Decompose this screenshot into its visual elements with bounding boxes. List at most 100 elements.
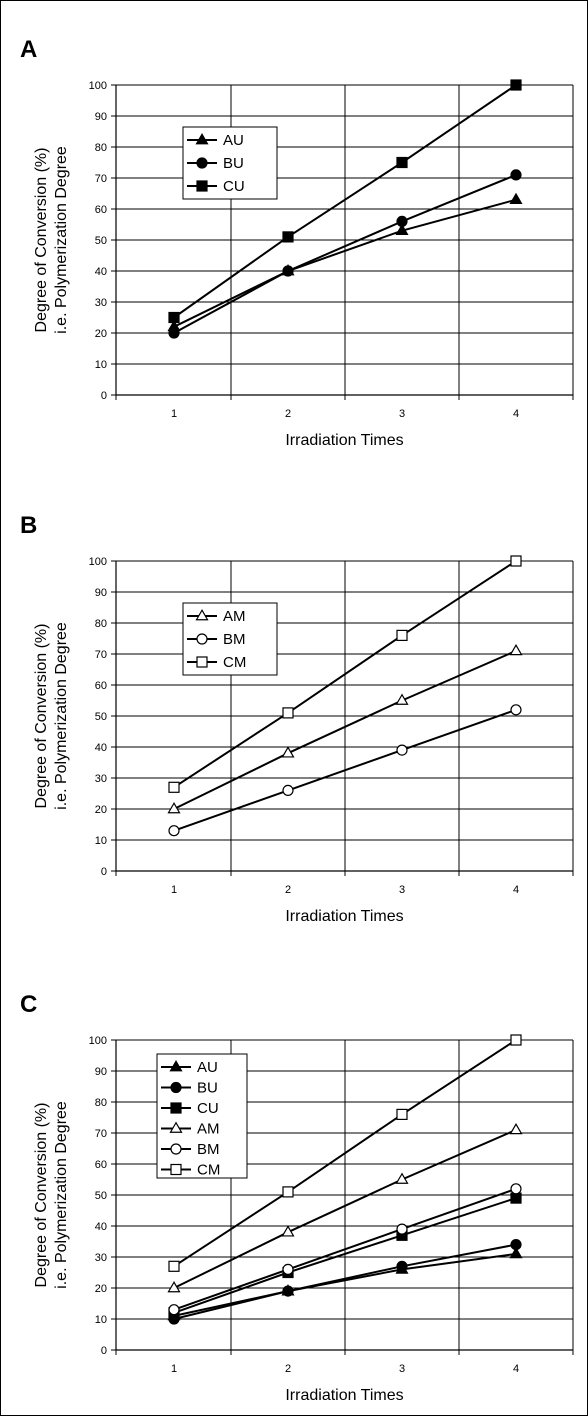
- x-tick-label: 3: [399, 1363, 405, 1375]
- series-line: [173, 708, 517, 832]
- x-tick-label: 1: [171, 1363, 177, 1375]
- series-cu: [168, 79, 522, 324]
- legend-item: CU: [161, 1100, 219, 1117]
- data-point: [282, 1285, 294, 1297]
- x-tick-label: 4: [513, 884, 519, 896]
- data-point: [282, 265, 294, 277]
- legend-item: BU: [161, 1080, 218, 1097]
- y-tick-label: 60: [95, 1159, 107, 1171]
- data-point: [281, 1225, 295, 1237]
- series-cm: [168, 555, 522, 793]
- x-tick-label: 4: [513, 408, 519, 420]
- series-line: [173, 198, 517, 328]
- y-tick-label: 90: [95, 1066, 107, 1078]
- legend-marker: [169, 1121, 183, 1133]
- legend-item: BU: [187, 155, 244, 172]
- legend-marker: [196, 656, 208, 668]
- series-line: [173, 560, 517, 789]
- legend-item: CU: [187, 178, 245, 195]
- x-axis-title: Irradiation Times: [285, 1387, 403, 1404]
- data-point: [510, 1238, 522, 1251]
- legend-item: BM: [161, 1141, 220, 1158]
- data-point: [282, 1186, 294, 1198]
- y-tick-label: 10: [95, 1314, 107, 1326]
- x-tick-label: 2: [285, 884, 291, 896]
- chart-panel-a: A 0 10 20 30 40 50 60 70 80 90 100 1 2 3 4 Irradiation T…: [20, 36, 574, 449]
- y-axis-title-line1: Degree of Conversion (%): [33, 624, 50, 809]
- legend-label: BM: [223, 631, 246, 648]
- data-point: [282, 707, 294, 719]
- data-point: [168, 311, 180, 324]
- legend-marker: [170, 1081, 182, 1094]
- data-point: [396, 215, 408, 227]
- legend-item: BM: [187, 631, 246, 648]
- legend-marker: [195, 133, 209, 145]
- chart-panel-c: C 0 10 20 30 40 50 60 70 80 90 100 1 2 3 4 Irradiation T…: [20, 991, 574, 1404]
- y-tick-label: 30: [95, 1252, 107, 1264]
- series-am: [167, 1122, 523, 1293]
- y-axis-title-line1: Degree of Conversion (%): [33, 148, 50, 333]
- series-line: [173, 1039, 517, 1268]
- data-point: [510, 1034, 522, 1046]
- series-bu: [168, 169, 522, 339]
- data-point: [509, 643, 523, 656]
- legend-label: AM: [197, 1121, 220, 1138]
- data-point: [168, 1260, 180, 1272]
- legend: AU BU CU: [182, 126, 278, 200]
- data-point: [509, 192, 523, 205]
- y-axis-title-line2: i.e. Polymerization Degree: [53, 146, 70, 334]
- legend-label: CM: [223, 654, 246, 671]
- legend-marker: [170, 1143, 182, 1155]
- y-tick-label: 30: [95, 773, 107, 785]
- series-am: [167, 643, 523, 814]
- data-point: [282, 1263, 294, 1276]
- y-tick-label: 80: [95, 1097, 107, 1109]
- panel-label: A: [20, 36, 37, 63]
- y-tick-label: 70: [95, 1128, 107, 1140]
- legend-label: AU: [223, 132, 244, 149]
- data-point: [510, 169, 522, 181]
- legend-label: BU: [197, 1080, 218, 1097]
- panel-label: C: [20, 991, 37, 1018]
- data-point: [168, 1304, 180, 1316]
- y-tick-label: 20: [95, 804, 107, 816]
- data-point: [168, 781, 180, 793]
- series-line: [173, 1243, 517, 1320]
- y-tick-label: 20: [95, 1283, 107, 1295]
- chart-panel-b: B 0 10 20 30 40 50 60 70 80 90 100 1 2 3 4 Irradiation T…: [20, 512, 574, 925]
- data-point: [281, 746, 295, 758]
- legend-item: AM: [161, 1121, 220, 1138]
- legend-label: AU: [197, 1059, 218, 1076]
- y-tick-label: 50: [95, 711, 107, 723]
- y-tick-label: 100: [89, 556, 107, 568]
- x-tick-label: 3: [399, 408, 405, 420]
- y-tick-label: 80: [95, 142, 107, 154]
- y-tick-label: 80: [95, 618, 107, 630]
- data-point: [396, 1108, 408, 1121]
- series-line: [173, 1187, 517, 1311]
- x-tick-label: 1: [171, 884, 177, 896]
- x-tick-label: 2: [285, 408, 291, 420]
- y-tick-label: 30: [95, 297, 107, 309]
- y-tick-label: 20: [95, 328, 107, 340]
- data-point: [395, 223, 409, 236]
- y-tick-label: 0: [101, 866, 107, 878]
- series-bm: [168, 704, 522, 837]
- data-point: [282, 784, 294, 797]
- data-point: [396, 1260, 408, 1272]
- legend-label: CM: [197, 1162, 220, 1179]
- y-tick-label: 0: [101, 390, 107, 402]
- legend-item: CM: [161, 1162, 220, 1179]
- data-point: [510, 1192, 522, 1204]
- legend-label: AM: [223, 608, 246, 625]
- y-axis-title-line2: i.e. Polymerization Degree: [53, 1101, 70, 1289]
- y-tick-label: 60: [95, 680, 107, 692]
- y-tick-label: 90: [95, 111, 107, 123]
- y-tick-label: 10: [95, 359, 107, 371]
- series-line: [173, 649, 517, 810]
- data-point: [168, 825, 180, 837]
- x-tick-label: 2: [285, 1363, 291, 1375]
- legend-marker: [196, 157, 208, 169]
- data-point: [167, 802, 181, 814]
